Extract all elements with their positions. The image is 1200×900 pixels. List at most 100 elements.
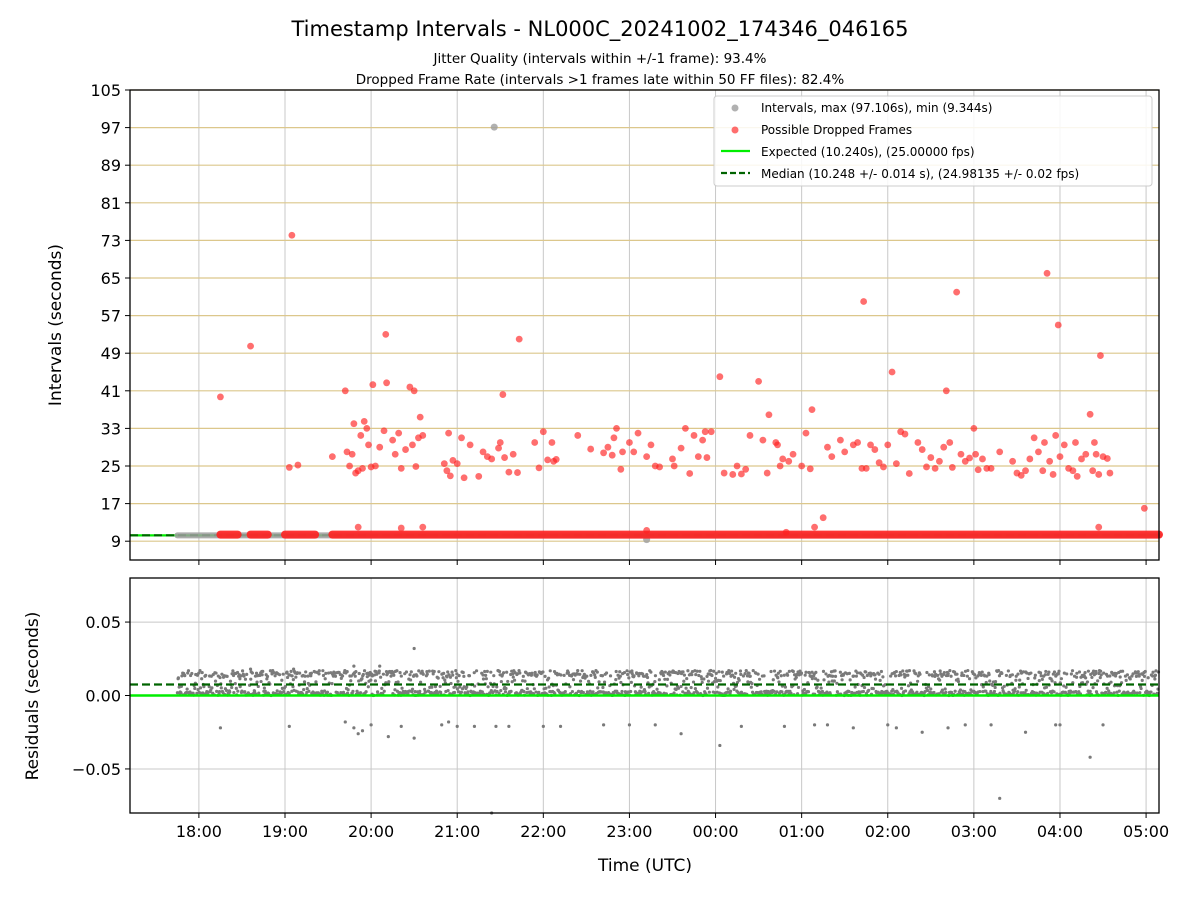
intervals-plot-frame <box>129 89 1160 561</box>
residual-point <box>213 679 218 683</box>
residual-outlier-point <box>412 736 416 740</box>
dropped-frame-point <box>1017 472 1025 479</box>
residual-point <box>1013 687 1017 691</box>
residual-point <box>294 675 298 679</box>
dropped-frame-point <box>854 439 862 446</box>
dropped-frame-point <box>1106 469 1114 477</box>
residual-point <box>306 674 310 678</box>
dropped-frame-point <box>1054 321 1062 329</box>
residual-point <box>369 678 373 682</box>
residual-point <box>943 687 947 691</box>
residual-point <box>653 679 657 684</box>
residual-point <box>256 684 260 689</box>
residual-point <box>1085 680 1090 684</box>
residual-point <box>198 686 203 690</box>
residual-point <box>455 672 459 676</box>
residual-point <box>1142 674 1147 678</box>
residual-point <box>578 672 582 676</box>
residual-point <box>1010 673 1015 677</box>
residual-point <box>389 674 393 678</box>
residual-point <box>853 685 857 689</box>
residual-point <box>576 689 581 693</box>
residual-point <box>929 687 933 691</box>
residual-point <box>1057 669 1061 673</box>
residual-point <box>698 669 702 673</box>
residual-point <box>992 689 997 694</box>
residual-point <box>727 668 731 673</box>
dropped-frame-point <box>1041 439 1048 446</box>
residual-point <box>421 672 425 676</box>
dropped-frame-point <box>782 528 790 536</box>
residual-point <box>240 669 245 673</box>
residual-point <box>233 681 237 686</box>
residual-point <box>566 671 570 675</box>
residual-point <box>510 680 514 684</box>
residual-outlier-point <box>1054 723 1058 727</box>
dropped-frame-point <box>1073 472 1081 480</box>
dropped-frame-point <box>1022 467 1029 475</box>
residual-point <box>1023 691 1027 695</box>
residual-point <box>1038 671 1043 675</box>
residual-point <box>305 686 309 691</box>
residual-point <box>1044 669 1048 674</box>
residual-point <box>375 690 380 694</box>
residual-point <box>433 685 438 689</box>
residual-point <box>1077 670 1082 674</box>
residual-point <box>1155 691 1159 695</box>
residual-point <box>547 685 551 689</box>
residual-point <box>262 686 266 690</box>
residual-point <box>705 674 709 679</box>
residual-point <box>726 690 730 694</box>
residual-point <box>1094 669 1098 674</box>
residual-point <box>732 687 736 692</box>
residual-point <box>505 670 509 674</box>
residual-point <box>282 689 286 694</box>
residual-point <box>249 677 253 681</box>
residual-point <box>217 689 222 694</box>
dropped-frame-point <box>445 429 453 437</box>
residual-outlier-point <box>989 723 993 727</box>
residual-point <box>530 671 534 675</box>
residual-point <box>668 673 672 677</box>
residual-point <box>489 670 493 674</box>
residual-point <box>481 677 486 681</box>
residual-point <box>927 673 931 677</box>
residual-point <box>277 673 282 677</box>
residual-point <box>681 670 685 674</box>
residual-point <box>185 687 189 691</box>
residual-point <box>665 677 670 681</box>
residual-point <box>214 671 218 675</box>
residual-point <box>1153 677 1157 681</box>
residual-point <box>932 690 936 695</box>
dropped-frame-point <box>1030 434 1038 442</box>
residual-outlier-point <box>920 730 924 734</box>
dropped-frame-point <box>707 428 715 436</box>
dropped-frame-point <box>776 462 784 470</box>
residual-point <box>499 679 503 684</box>
residual-point <box>903 689 908 693</box>
residual-point <box>643 690 647 694</box>
intervals-y-tick-label: 97 <box>101 119 121 138</box>
residual-point <box>289 669 293 673</box>
residual-outlier-point <box>287 724 291 728</box>
x-tick-label: 22:00 <box>520 822 566 841</box>
residual-point <box>322 689 327 693</box>
residual-point <box>819 686 823 690</box>
residual-point <box>862 685 867 690</box>
residual-point <box>672 691 676 695</box>
residual-point <box>734 671 738 675</box>
residual-point <box>497 691 501 695</box>
dropped-frame-point <box>1052 432 1060 439</box>
residual-point <box>202 685 206 689</box>
residual-point <box>694 672 698 677</box>
residual-point <box>291 678 295 682</box>
residual-point <box>993 685 997 690</box>
residual-point <box>1102 671 1106 675</box>
residual-point <box>769 669 773 674</box>
residual-point <box>193 686 197 691</box>
dropped-frame-point <box>888 368 896 376</box>
residual-outlier-point <box>812 723 817 727</box>
residual-point <box>1086 669 1091 673</box>
residual-point <box>351 689 355 693</box>
dropped-frame-point <box>509 450 517 458</box>
